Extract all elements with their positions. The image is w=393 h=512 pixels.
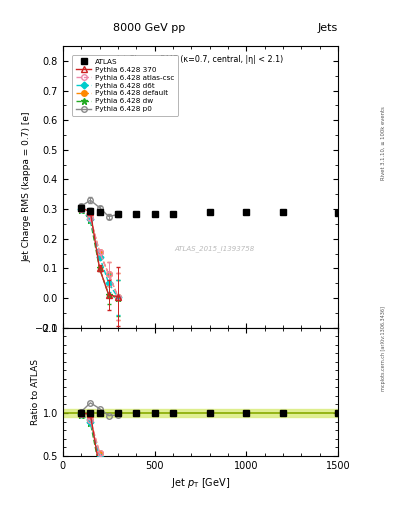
Text: Jets: Jets	[318, 23, 338, 33]
Text: Rivet 3.1.10, ≥ 100k events: Rivet 3.1.10, ≥ 100k events	[381, 106, 386, 180]
Bar	[63, 409, 338, 417]
X-axis label: Jet $p_{\rm T}$ [GeV]: Jet $p_{\rm T}$ [GeV]	[171, 476, 230, 490]
Text: ATLAS_2015_I1393758: ATLAS_2015_I1393758	[174, 245, 254, 252]
Text: mcplots.cern.ch [arXiv:1306.3436]: mcplots.cern.ch [arXiv:1306.3436]	[381, 306, 386, 391]
Text: Jet Charge RMS (κ=0.7, central, |η| < 2.1): Jet Charge RMS (κ=0.7, central, |η| < 2.…	[117, 55, 284, 63]
Y-axis label: Jet Charge RMS (kappa = 0.7) [e]: Jet Charge RMS (kappa = 0.7) [e]	[23, 112, 32, 262]
Text: 8000 GeV pp: 8000 GeV pp	[113, 23, 185, 33]
Y-axis label: Ratio to ATLAS: Ratio to ATLAS	[31, 359, 40, 424]
Legend: ATLAS, Pythia 6.428 370, Pythia 6.428 atlas-csc, Pythia 6.428 d6t, Pythia 6.428 : ATLAS, Pythia 6.428 370, Pythia 6.428 at…	[72, 55, 178, 116]
